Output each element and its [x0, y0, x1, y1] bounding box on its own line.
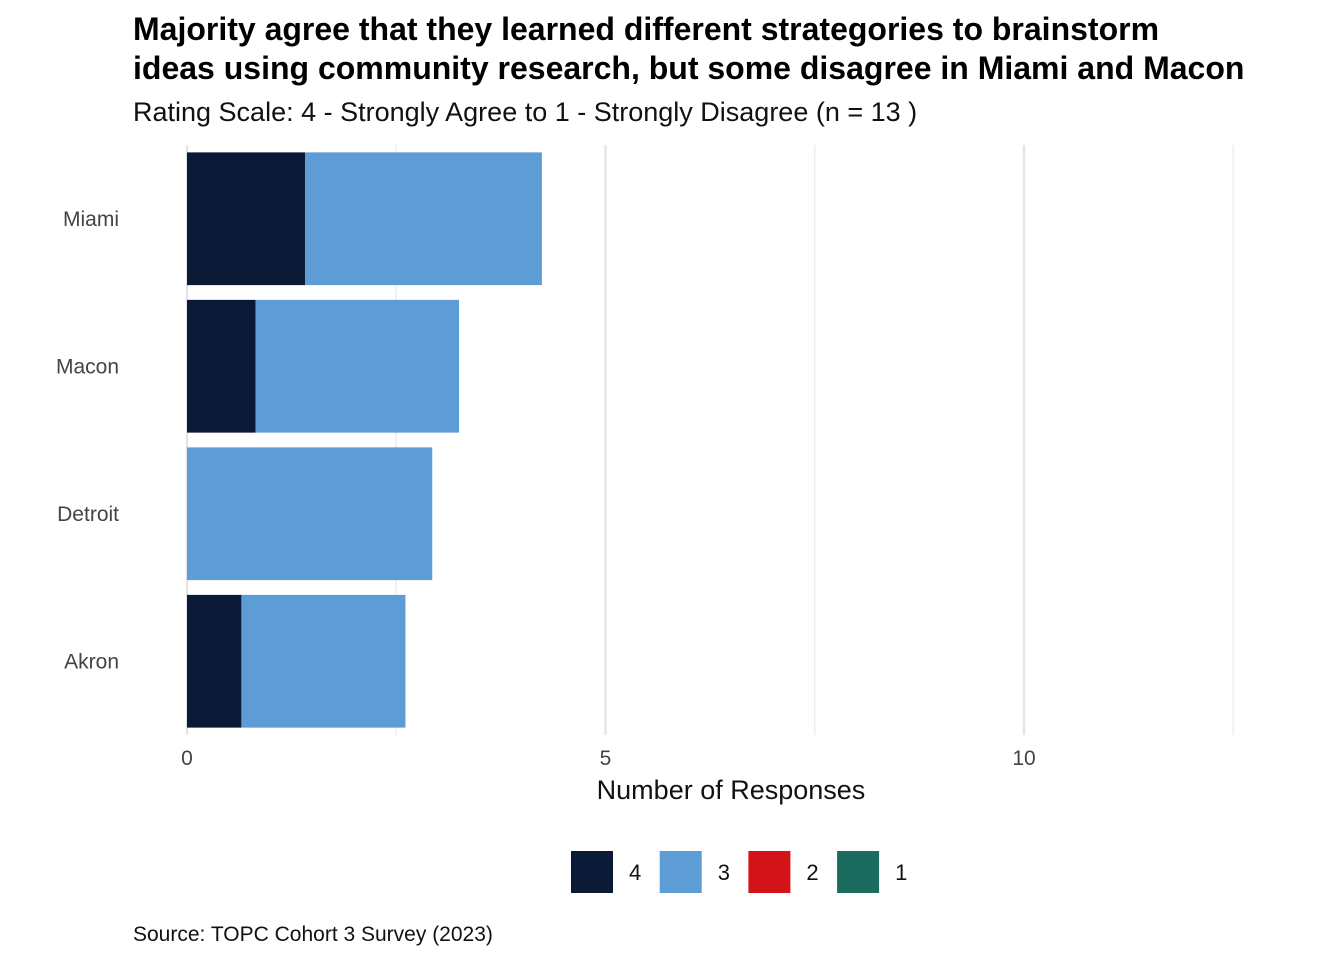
- bars: [187, 152, 542, 728]
- bar-detroit-rating-3: [187, 447, 433, 581]
- chart-title-line-1: Majority agree that they learned differe…: [133, 11, 1159, 47]
- legend: 4 3 2 1: [571, 851, 907, 893]
- bar-miami-rating-4: [187, 152, 306, 286]
- chart-title-line-2: ideas using community research, but some…: [133, 50, 1244, 86]
- legend-label-4: 4: [629, 860, 641, 885]
- legend-label-3: 3: [718, 860, 730, 885]
- legend-label-2: 2: [806, 860, 818, 885]
- bar-akron-rating-3: [241, 594, 406, 728]
- bar-miami-rating-3: [305, 152, 542, 286]
- category-labels: Miami Macon Detroit Akron: [56, 208, 119, 674]
- legend-key-2: [748, 851, 791, 893]
- bar-macon-rating-3: [255, 299, 460, 433]
- legend-label-1: 1: [895, 860, 907, 885]
- chart-subtitle: Rating Scale: 4 - Strongly Agree to 1 - …: [133, 97, 917, 127]
- legend-key-3: [659, 851, 702, 893]
- category-label-detroit: Detroit: [57, 503, 119, 526]
- category-label-akron: Akron: [64, 650, 119, 673]
- category-label-macon: Macon: [56, 355, 119, 378]
- bar-macon-rating-4: [187, 299, 256, 433]
- x-tick-label: 0: [181, 747, 193, 770]
- category-label-miami: Miami: [63, 208, 119, 231]
- chart-caption: Source: TOPC Cohort 3 Survey (2023): [133, 923, 493, 946]
- legend-key-4: [571, 851, 613, 893]
- x-axis-title: Number of Responses: [597, 775, 866, 805]
- legend-key-1: [837, 851, 880, 893]
- x-tick-label: 5: [600, 747, 612, 770]
- bar-akron-rating-4: [187, 594, 242, 728]
- x-tick-label: 10: [1012, 747, 1035, 770]
- x-tick-labels: 0 5 10: [181, 747, 1036, 770]
